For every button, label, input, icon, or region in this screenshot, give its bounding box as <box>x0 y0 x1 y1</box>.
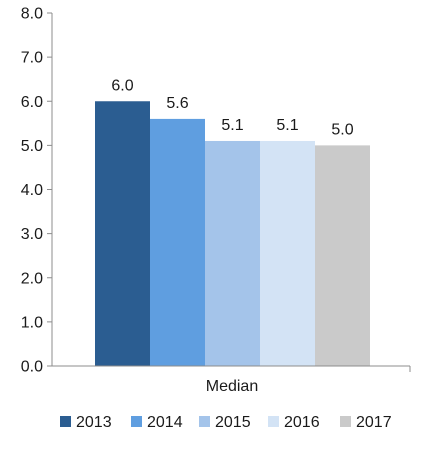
data-label-2017: 5.0 <box>331 121 353 138</box>
bar-2015 <box>205 140 260 366</box>
x-axis: Median <box>47 365 411 395</box>
legend-swatch <box>60 416 71 427</box>
bar-2017 <box>315 145 370 366</box>
data-label-2013: 6.0 <box>111 77 133 94</box>
y-tick-label: 5.0 <box>21 138 43 155</box>
legend-item-2015: 2015 <box>199 414 251 431</box>
y-tick-label: 6.0 <box>21 94 43 111</box>
legend-swatch <box>199 416 210 427</box>
bar-2014 <box>150 118 205 367</box>
y-tick-label: 0.0 <box>21 359 43 376</box>
legend-swatch <box>131 416 142 427</box>
legend: 2013 2014 2015 2016 2017 <box>60 414 392 431</box>
y-tick-label: 7.0 <box>21 50 43 67</box>
legend-label: 2014 <box>147 414 183 431</box>
legend-item-2016: 2016 <box>268 414 320 431</box>
legend-label: 2016 <box>284 414 320 431</box>
data-label-2014: 5.6 <box>166 95 188 112</box>
legend-swatch <box>340 416 351 427</box>
x-category-label: Median <box>206 378 258 395</box>
legend-swatch <box>268 416 279 427</box>
legend-label: 2013 <box>76 414 112 431</box>
legend-item-2017: 2017 <box>340 414 392 431</box>
legend-item-2014: 2014 <box>131 414 183 431</box>
bar-2013 <box>95 101 150 366</box>
y-tick-label: 2.0 <box>21 270 43 287</box>
data-label-2016: 5.1 <box>276 117 298 134</box>
y-tick-label: 8.0 <box>21 6 43 23</box>
legend-label: 2015 <box>215 414 251 431</box>
y-tick-label: 3.0 <box>21 226 43 243</box>
data-label-2015: 5.1 <box>221 117 243 134</box>
legend-label: 2017 <box>356 414 392 431</box>
y-tick-label: 1.0 <box>21 314 43 331</box>
bar-2016 <box>260 140 315 366</box>
y-tick-label: 4.0 <box>21 182 43 199</box>
legend-item-2013: 2013 <box>60 414 112 431</box>
y-axis: 0.0 1.0 2.0 3.0 4.0 5.0 6.0 7.0 8.0 <box>21 6 53 376</box>
bars: 6.0 5.6 5.1 5.1 5.0 <box>95 77 370 367</box>
